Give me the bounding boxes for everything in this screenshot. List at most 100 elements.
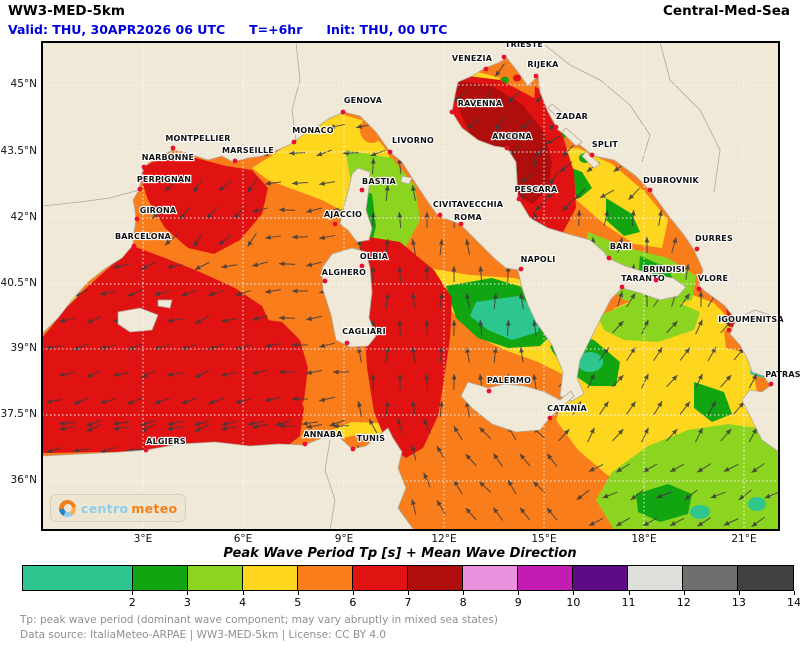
region-title: Central-Med-Sea	[663, 3, 790, 19]
wave-arrow-head	[520, 123, 527, 129]
land-island	[581, 151, 601, 169]
city-label: PERPIGNAN	[137, 175, 191, 184]
wave-arrow-head	[657, 401, 663, 408]
wave-arrow-head	[221, 426, 227, 431]
wave-arrow-head	[603, 401, 609, 408]
wave-arrow-head	[194, 318, 201, 324]
wave-arrow-head	[279, 369, 285, 375]
wave-arrow-head	[167, 421, 174, 426]
city-label: CIVITAVECCHIA	[433, 200, 504, 209]
legend-cell	[408, 566, 463, 590]
wave-arrow-head	[588, 466, 595, 472]
city-label: DURRES	[695, 234, 733, 243]
city-dot	[458, 221, 464, 227]
legend-tick-value: 2	[128, 596, 136, 609]
lon-tick-label: 6°E	[233, 533, 253, 545]
wave-arrow-head	[643, 427, 649, 434]
city-label: SPLIT	[592, 140, 618, 149]
city-label: DUBROVNIK	[643, 176, 699, 185]
city-dot	[606, 255, 612, 261]
wave-arrow-head	[616, 521, 623, 527]
wave-arrow-head	[630, 494, 637, 501]
land-sardinia	[321, 247, 377, 348]
wave-arrow-head	[520, 177, 527, 183]
wave-arrow-head	[532, 212, 538, 218]
city-dot	[134, 216, 140, 222]
legend-tick-value: 4	[239, 596, 247, 609]
wave-arrow-head	[194, 426, 201, 432]
wave-arrow-head	[306, 262, 313, 267]
city-label: BASTIA	[362, 177, 396, 186]
wave-arrow-head	[208, 291, 215, 297]
wave-arrow-head	[588, 521, 595, 526]
wave-arrow-head	[252, 370, 259, 375]
wave-arrow-head	[86, 318, 93, 324]
city-dot	[302, 441, 308, 447]
wave-arrow-head	[671, 429, 678, 435]
lat-tick-label: 36°N	[10, 474, 37, 486]
city-dot	[359, 263, 365, 269]
legend-cell	[23, 566, 133, 590]
wave-arrow-head	[248, 421, 255, 426]
wave-arrow-head	[113, 372, 119, 377]
wave-arrow-head	[493, 453, 499, 460]
wave-arrow-head	[562, 205, 569, 212]
wave-arrow-head	[252, 262, 259, 268]
legend-cell	[573, 566, 628, 590]
wave-arrow-head	[495, 70, 501, 77]
city-label: ANNABA	[303, 430, 343, 439]
wave-arrow-head	[265, 289, 271, 294]
wave-arrow-head	[275, 421, 282, 427]
city-label: ALGHERO	[322, 268, 366, 277]
wave-arrow-head	[292, 234, 298, 240]
wave-arrow-head	[589, 373, 595, 380]
wave-arrow-head	[532, 158, 538, 164]
wave-arrow-head	[752, 427, 757, 434]
wave-arrow-head	[221, 317, 227, 323]
legend-tick-value: 3	[183, 596, 191, 609]
lat-tick-label: 42°N	[10, 211, 37, 223]
wave-arrow-head	[438, 239, 444, 245]
legend-cell	[243, 566, 298, 590]
wave-arrow-head	[152, 213, 158, 219]
wave-arrow-head	[533, 481, 539, 488]
wave-arrow-head	[751, 521, 758, 527]
wave-arrow-head	[113, 420, 119, 426]
city-dot	[589, 152, 595, 158]
wave-arrow-head	[333, 423, 339, 429]
wave-arrow-head	[100, 291, 107, 296]
city-label: CATANIA	[547, 404, 587, 413]
wave-arrow-head	[465, 507, 472, 514]
wave-arrow-head	[549, 178, 555, 185]
legend-tick-labels: 2 3 4 5 6 7 8 9 10 11 12 13 14	[22, 596, 800, 609]
footnote-source: Data source: ItaliaMeteo-ARPAE | WW3-MED…	[20, 629, 387, 641]
wave-arrow-head	[329, 421, 336, 427]
wave-arrow-head	[154, 399, 161, 405]
wave-arrow-head	[658, 210, 663, 216]
city-dot	[350, 446, 356, 452]
wave-arrow-head	[194, 421, 201, 427]
legend-cell	[133, 566, 188, 590]
wave-arrow-head	[725, 428, 732, 435]
lat-tick-label: 43.5°N	[0, 145, 37, 157]
wave-arrow-head	[532, 320, 538, 326]
wave-arrow-head	[302, 420, 308, 426]
wave-arrow-head	[617, 321, 624, 327]
wave-arrow-head	[127, 291, 134, 297]
wave-arrow-head	[535, 97, 542, 103]
wave-arrow-head	[127, 399, 134, 405]
wave-arrow-head	[697, 467, 704, 473]
wave-arrow-head	[697, 427, 703, 434]
city-label: TRIESTE	[505, 40, 543, 49]
wave-arrow-head	[751, 373, 757, 380]
wave-arrow-head	[764, 493, 771, 499]
wave-arrow-head	[194, 372, 201, 378]
city-dot	[291, 139, 297, 145]
wave-arrow-head	[684, 494, 691, 501]
wave-arrow-head	[206, 213, 213, 219]
valid-time: Valid: THU, 30APR2026 06 UTC	[8, 22, 226, 37]
legend-tick	[132, 591, 134, 595]
wave-arrow-head	[508, 96, 514, 103]
wave-arrow-head	[356, 124, 362, 129]
